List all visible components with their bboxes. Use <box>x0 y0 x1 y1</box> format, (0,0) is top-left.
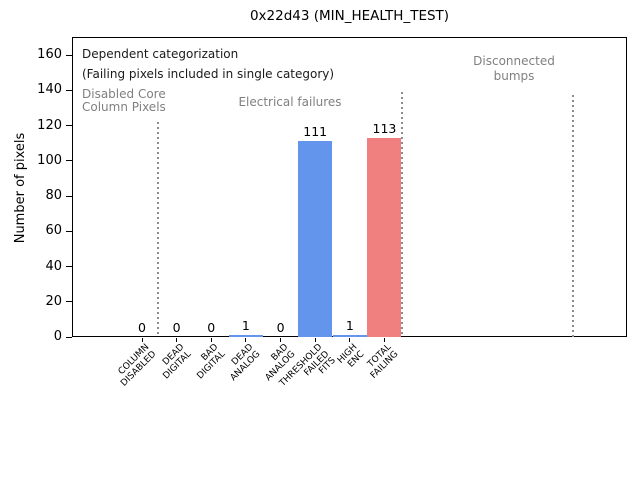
section-separator-line <box>572 95 574 337</box>
y-tick-label: 120 <box>37 117 62 133</box>
y-tick-label: 160 <box>37 47 62 62</box>
y-tick-mark <box>66 54 72 56</box>
annotation-disabled-core-column-pixels: Disabled Core Column Pixels <box>82 87 166 114</box>
annotation-failing-pixels-note: (Failing pixels included in single categ… <box>82 67 335 81</box>
x-tick-mark <box>314 338 316 342</box>
x-tick-label: BAD DIGITAL <box>195 342 228 381</box>
y-tick-mark <box>66 125 72 126</box>
y-tick-label: 0 <box>53 329 62 344</box>
x-tick-mark <box>349 338 351 342</box>
annotation-electrical-failures: Electrical failures <box>238 95 342 109</box>
bar <box>367 138 402 337</box>
x-tick-label: HIGH ENC <box>335 342 366 370</box>
bar-value-label: 1 <box>241 318 250 333</box>
bar <box>298 141 333 337</box>
chart-title: 0x22d43 (MIN_HEALTH_TEST) <box>249 8 450 24</box>
bar-value-label: 0 <box>172 320 181 335</box>
bar-value-label: 1 <box>345 318 354 333</box>
y-tick-label: 20 <box>45 293 62 309</box>
y-tick-label: 140 <box>37 82 62 98</box>
bar <box>228 335 263 337</box>
y-tick-mark <box>66 89 72 91</box>
y-tick-mark <box>66 301 72 303</box>
x-tick-mark <box>176 338 178 342</box>
bar-value-label: 0 <box>207 320 216 335</box>
annotation-dependent-categorization: Dependent categorization <box>82 47 239 61</box>
y-tick-label: 40 <box>45 258 62 274</box>
x-tick-mark <box>383 338 385 342</box>
x-tick-mark <box>210 338 212 342</box>
x-tick-mark <box>280 338 282 342</box>
annotation-disconnected-bumps: Disconnected bumps <box>473 54 555 83</box>
x-tick-label: TOTAL FAILING <box>366 342 401 381</box>
y-tick-mark <box>66 266 72 267</box>
x-tick-mark <box>141 338 143 342</box>
y-tick-label: 80 <box>45 188 62 203</box>
section-separator-line <box>157 122 159 337</box>
y-tick-mark <box>66 160 72 162</box>
x-tick-mark <box>245 338 247 342</box>
y-tick-label: 100 <box>37 152 62 168</box>
bar-value-label: 113 <box>372 121 397 136</box>
y-tick-mark <box>66 336 72 338</box>
y-tick-mark <box>66 230 72 232</box>
x-tick-label: DEAD ANALOG <box>228 342 262 383</box>
y-tick-mark <box>66 195 72 197</box>
bar-value-label: 0 <box>138 320 146 335</box>
bar-value-label: 0 <box>276 320 285 335</box>
x-tick-label: COLUMN DISABLED <box>116 342 159 389</box>
section-separator-line <box>401 92 403 337</box>
plot-area <box>72 37 627 337</box>
bar-value-label: 111 <box>303 124 328 139</box>
x-tick-label: DEAD DIGITAL <box>160 342 193 381</box>
y-tick-label: 60 <box>45 223 62 239</box>
bar <box>332 335 367 337</box>
